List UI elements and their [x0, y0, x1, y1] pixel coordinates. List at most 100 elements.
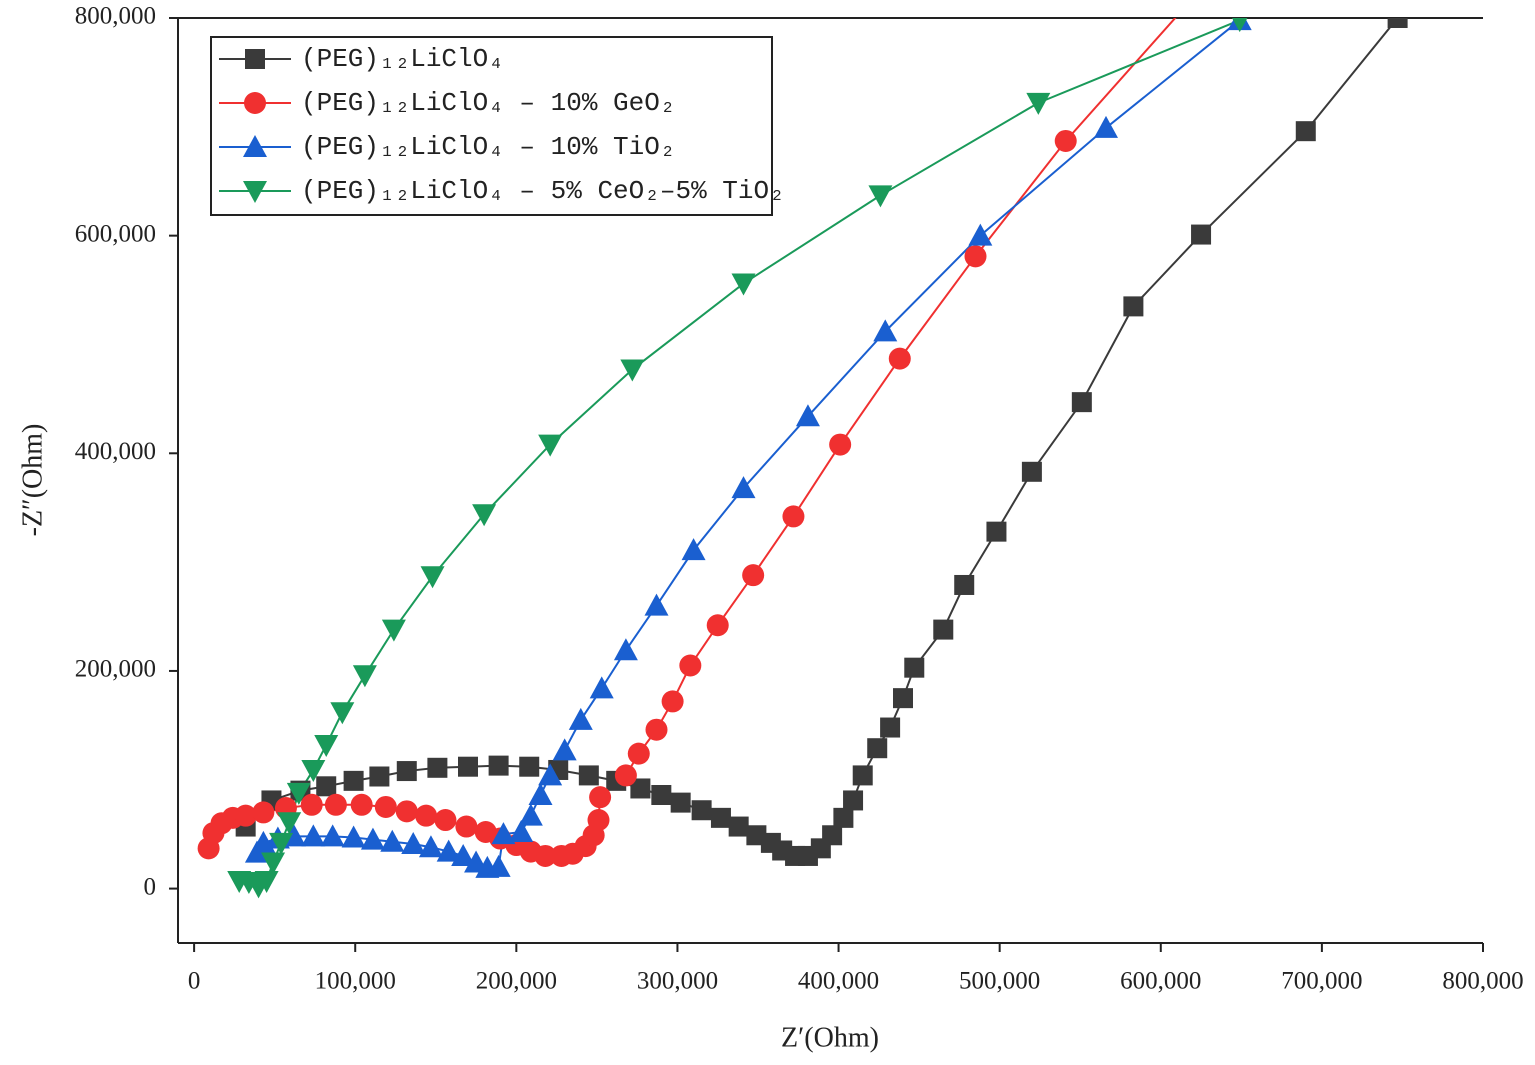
marker	[1021, 461, 1042, 482]
y-tick-label: 800,000	[75, 3, 156, 30]
marker	[679, 654, 702, 677]
marker	[519, 756, 540, 777]
marker	[893, 688, 913, 709]
marker	[852, 765, 873, 786]
marker	[401, 831, 426, 854]
marker	[795, 404, 820, 427]
marker	[620, 359, 645, 382]
marker	[651, 785, 672, 805]
marker	[418, 835, 443, 858]
marker	[613, 638, 638, 661]
x-tick-label: 100,000	[315, 968, 396, 995]
marker	[706, 614, 729, 637]
legend-marker	[243, 135, 267, 157]
marker	[528, 783, 553, 805]
marker	[1026, 92, 1051, 115]
x-tick-label: 0	[188, 968, 201, 995]
marker	[1231, 18, 1248, 33]
marker	[833, 807, 854, 828]
marker	[644, 593, 669, 616]
marker	[234, 804, 257, 827]
marker	[360, 827, 385, 850]
marker	[300, 793, 323, 816]
marker	[415, 804, 438, 827]
marker	[710, 807, 731, 828]
marker	[681, 538, 706, 561]
marker	[888, 347, 911, 370]
legend-label: (PEG)₁₂LiClO₄ – 10% TiO₂	[301, 132, 675, 162]
marker	[455, 815, 478, 838]
marker	[509, 820, 534, 842]
marker	[330, 702, 355, 725]
marker	[1295, 121, 1316, 142]
marker	[578, 765, 599, 786]
marker	[964, 245, 987, 268]
marker	[252, 801, 275, 824]
marker	[534, 844, 557, 867]
marker	[436, 839, 461, 862]
marker	[867, 738, 888, 759]
marker	[822, 825, 843, 846]
marker	[589, 786, 612, 809]
marker	[350, 793, 373, 816]
marker	[843, 790, 864, 811]
marker	[269, 832, 294, 855]
marker	[670, 792, 691, 813]
y-tick-label: 0	[144, 873, 157, 900]
marker	[589, 676, 614, 699]
marker	[261, 852, 286, 875]
marker	[731, 273, 756, 296]
marker	[728, 816, 749, 837]
x-tick-label: 800,000	[1442, 968, 1523, 995]
marker	[829, 433, 852, 456]
marker	[254, 870, 279, 893]
marker	[614, 764, 637, 787]
marker	[472, 504, 497, 527]
x-tick-label: 400,000	[798, 968, 879, 995]
marker	[343, 770, 364, 791]
marker	[1054, 129, 1077, 152]
marker	[986, 521, 1007, 542]
marker	[324, 793, 347, 816]
marker	[587, 809, 610, 832]
x-tick-label: 500,000	[959, 968, 1040, 995]
marker	[420, 566, 445, 589]
marker	[486, 854, 511, 877]
marker	[434, 809, 457, 832]
legend-marker	[244, 92, 266, 114]
y-tick-label: 200,000	[75, 656, 156, 683]
marker	[301, 824, 326, 847]
marker	[518, 803, 543, 826]
y-tick-label: 600,000	[75, 220, 156, 247]
marker	[968, 223, 993, 246]
marker	[395, 800, 418, 823]
y-tick-label: 400,000	[75, 438, 156, 465]
marker	[369, 766, 390, 787]
marker	[341, 825, 366, 848]
marker	[488, 755, 509, 776]
marker	[1094, 115, 1118, 138]
legend-box	[210, 36, 773, 216]
marker	[782, 505, 805, 528]
marker	[645, 718, 668, 741]
marker	[1123, 296, 1144, 317]
marker	[742, 564, 765, 587]
marker	[880, 717, 901, 738]
marker	[630, 778, 651, 799]
marker	[491, 822, 516, 845]
marker	[286, 782, 311, 805]
marker	[568, 707, 593, 730]
marker	[427, 757, 448, 778]
marker	[661, 690, 684, 713]
marker	[1387, 18, 1408, 28]
marker	[868, 185, 893, 208]
x-tick-label: 600,000	[1120, 968, 1201, 995]
x-axis-title: Z′(Ohm)	[781, 1022, 879, 1053]
marker	[458, 756, 478, 777]
marker	[1071, 392, 1092, 413]
marker	[381, 619, 406, 642]
marker	[873, 319, 898, 342]
marker	[316, 776, 337, 797]
marker	[933, 619, 954, 640]
